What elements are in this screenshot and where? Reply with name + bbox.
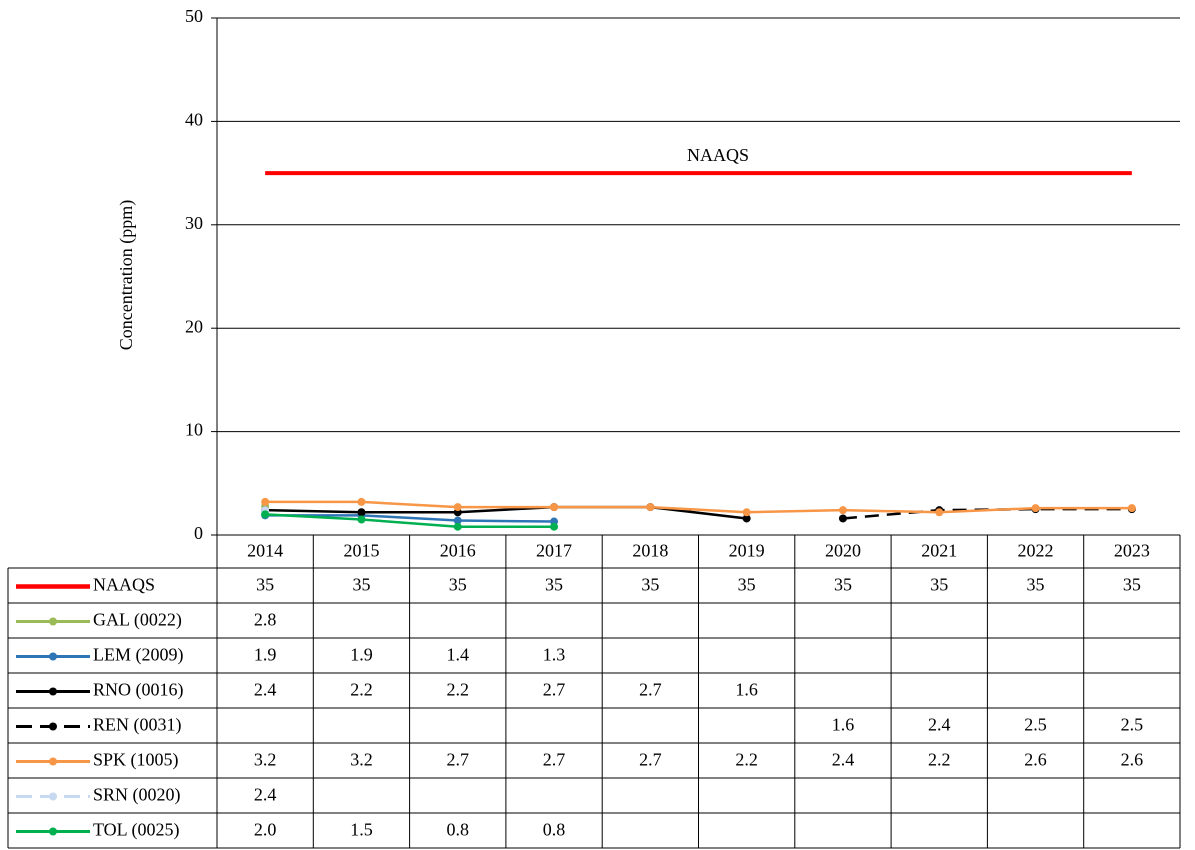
table-value: 1.6 <box>735 680 758 700</box>
table-value: 2.4 <box>254 785 277 805</box>
data-point <box>935 508 944 517</box>
table-value: 2.2 <box>447 680 470 700</box>
legend-label: GAL (0022) <box>93 610 182 631</box>
table-value: 35 <box>834 575 852 595</box>
legend-marker <box>49 757 57 766</box>
legend-marker <box>49 652 57 661</box>
x-tick-label: 2023 <box>1114 541 1150 561</box>
x-tick-label: 2020 <box>825 541 861 561</box>
table-value: 35 <box>738 575 756 595</box>
table-value: 2.7 <box>639 750 662 770</box>
annotation: NAAQS <box>687 145 749 165</box>
x-tick-label: 2022 <box>1018 541 1054 561</box>
table-value: 1.9 <box>254 645 277 665</box>
table-value: 2.2 <box>928 750 951 770</box>
data-point <box>646 503 655 512</box>
table-value: 35 <box>1027 575 1045 595</box>
table-value: 35 <box>449 575 467 595</box>
x-tick-label: 2017 <box>536 541 572 561</box>
x-tick-label: 2014 <box>247 541 283 561</box>
y-tick-label: 20 <box>185 316 203 336</box>
x-tick-label: 2018 <box>632 541 668 561</box>
legend-marker <box>49 617 57 626</box>
data-point <box>1031 504 1040 513</box>
data-point <box>453 522 462 531</box>
legend-label: SPK (1005) <box>93 750 179 771</box>
table-value: 2.7 <box>639 680 662 700</box>
data-point <box>838 514 847 523</box>
data-point <box>550 522 559 531</box>
data-point <box>261 510 270 519</box>
y-axis-label: Concentration (ppm) <box>116 200 137 350</box>
data-point <box>261 497 270 506</box>
legend-label: RNO (0016) <box>93 680 184 701</box>
legend-marker <box>49 722 57 731</box>
data-point <box>453 503 462 512</box>
table-value: 35 <box>641 575 659 595</box>
x-tick-label: 2019 <box>729 541 765 561</box>
table-value: 2.6 <box>1121 750 1144 770</box>
y-tick-label: 40 <box>185 110 203 130</box>
legend-marker <box>49 827 57 836</box>
table-value: 2.4 <box>254 680 277 700</box>
legend-marker <box>49 687 57 696</box>
series-line <box>265 500 1132 514</box>
table-value: 2.5 <box>1121 715 1144 735</box>
x-tick-label: 2016 <box>440 541 476 561</box>
table-value: 2.7 <box>543 750 566 770</box>
data-point <box>453 516 462 525</box>
data-point <box>742 508 751 517</box>
table-value: 2.4 <box>832 750 855 770</box>
table-value: 35 <box>352 575 370 595</box>
y-tick-label: 10 <box>185 420 203 440</box>
data-point <box>1127 504 1136 513</box>
legend-label: TOL (0025) <box>93 820 179 841</box>
data-point <box>357 508 366 517</box>
table-value: 1.3 <box>543 645 566 665</box>
x-tick-label: 2015 <box>343 541 379 561</box>
y-tick-label: 50 <box>185 6 203 26</box>
data-point <box>357 497 366 506</box>
table-value: 2.2 <box>735 750 758 770</box>
table-value: 2.8 <box>254 610 277 630</box>
table-value: 2.5 <box>1024 715 1047 735</box>
legend-label: NAAQS <box>93 575 155 595</box>
data-point <box>742 514 751 523</box>
table-value: 2.6 <box>1024 750 1047 770</box>
table-value: 3.2 <box>350 750 373 770</box>
data-point <box>550 503 559 512</box>
series-line <box>265 513 555 528</box>
table-value: 1.4 <box>447 645 470 665</box>
series-line <box>265 514 555 523</box>
table-value: 0.8 <box>447 820 470 840</box>
table-value: 1.9 <box>350 645 373 665</box>
legend-label: REN (0031) <box>93 715 182 736</box>
legend-label: SRN (0020) <box>93 785 181 806</box>
table-value: 35 <box>256 575 274 595</box>
table-value: 35 <box>545 575 563 595</box>
data-point <box>838 506 847 515</box>
data-point <box>357 515 366 524</box>
legend-marker <box>49 792 57 801</box>
table-value: 2.0 <box>254 820 277 840</box>
table-value: 35 <box>1123 575 1141 595</box>
y-tick-label: 30 <box>185 213 203 233</box>
table-value: 2.7 <box>447 750 470 770</box>
table-value: 0.8 <box>543 820 566 840</box>
table-value: 35 <box>930 575 948 595</box>
y-tick-label: 0 <box>194 523 203 543</box>
table-value: 2.2 <box>350 680 373 700</box>
legend-label: LEM (2009) <box>93 645 183 666</box>
x-tick-label: 2021 <box>921 541 957 561</box>
table-value: 1.5 <box>350 820 373 840</box>
table-value: 3.2 <box>254 750 277 770</box>
table-value: 2.7 <box>543 680 566 700</box>
table-value: 2.4 <box>928 715 951 735</box>
table-value: 1.6 <box>832 715 855 735</box>
